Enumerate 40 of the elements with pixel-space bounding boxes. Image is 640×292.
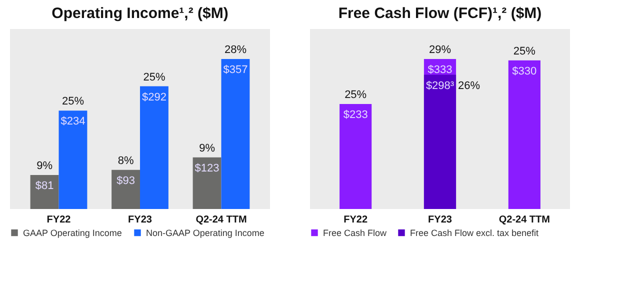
bar bbox=[58, 110, 88, 209]
data-label: $123 bbox=[194, 162, 220, 174]
x-tick-label: FY23 bbox=[428, 214, 452, 226]
data-label: $330 bbox=[512, 65, 537, 78]
bar bbox=[221, 59, 250, 209]
chart-title: Free Cash Flow (FCF)¹,² ($M) bbox=[338, 5, 542, 22]
annotation: 28% bbox=[224, 44, 247, 56]
legend-label: Free Cash Flow excl. tax benefit bbox=[410, 228, 540, 238]
data-label: $93 bbox=[116, 174, 135, 187]
data-label: $298³ bbox=[426, 80, 454, 92]
legend-label: GAAP Operating Income bbox=[23, 228, 122, 238]
data-label: $292 bbox=[142, 91, 166, 104]
x-tick-label: FY23 bbox=[128, 214, 152, 226]
annotation: 25% bbox=[344, 89, 367, 102]
annotation: 9% bbox=[199, 142, 216, 154]
bar bbox=[112, 170, 140, 209]
legend-label: Non-GAAP Operating Income bbox=[146, 228, 264, 238]
legend-label: Free Cash Flow bbox=[323, 228, 388, 238]
bar bbox=[508, 60, 540, 209]
bar bbox=[140, 86, 168, 209]
chart-title: Operating Income¹,² ($M) bbox=[52, 5, 228, 22]
bar bbox=[30, 174, 59, 209]
annotation: 29% bbox=[428, 44, 452, 56]
annotation: 25% bbox=[513, 45, 536, 58]
x-tick-label: FY22 bbox=[344, 214, 368, 226]
bar bbox=[192, 157, 222, 209]
x-tick-label: FY22 bbox=[46, 214, 72, 226]
data-label: $333 bbox=[428, 64, 452, 76]
annotation: 9% bbox=[36, 160, 53, 172]
bar bbox=[340, 104, 372, 209]
annotation: 25% bbox=[62, 96, 84, 108]
data-label: $81 bbox=[35, 180, 54, 192]
data-label: $357 bbox=[223, 64, 248, 76]
data-label: $234 bbox=[60, 116, 86, 128]
annotation: 8% bbox=[118, 154, 134, 167]
x-tick-label: Q2-24 TTM bbox=[196, 214, 247, 226]
x-tick-label: Q2-24 TTM bbox=[498, 214, 550, 226]
data-label: $233 bbox=[343, 109, 368, 122]
annotation: 25% bbox=[143, 71, 166, 84]
annotation: 26% bbox=[458, 80, 480, 92]
